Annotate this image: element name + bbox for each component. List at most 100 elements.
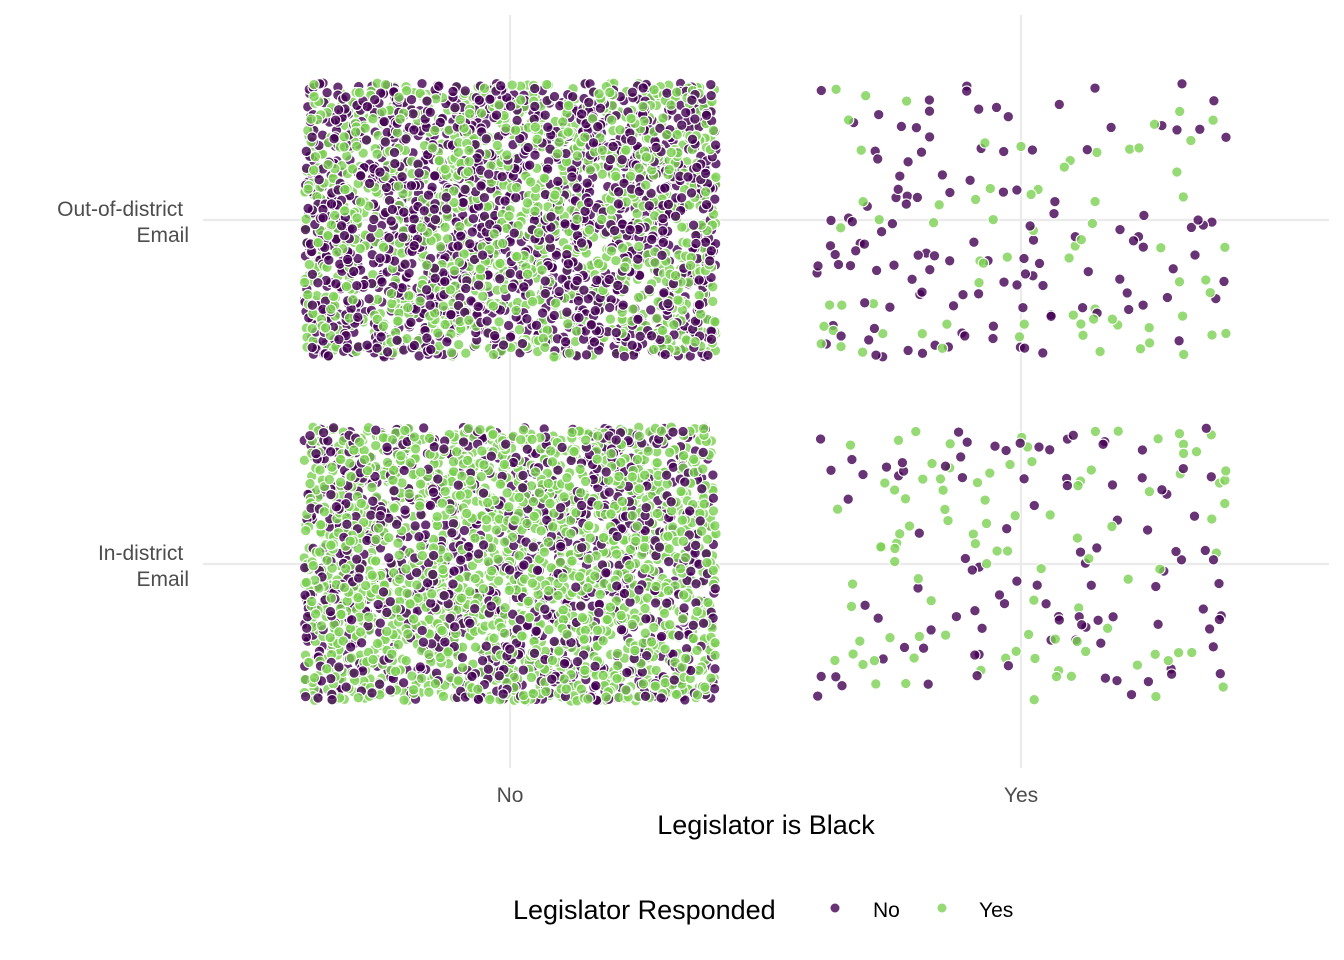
- point-responded-yes: [303, 258, 316, 271]
- point-responded-yes: [1018, 318, 1031, 330]
- point-responded-no: [354, 170, 367, 182]
- point-responded-no: [333, 333, 345, 346]
- point-responded-no: [693, 274, 705, 286]
- point-responded-no: [699, 167, 712, 180]
- point-responded-yes: [509, 124, 522, 136]
- point-responded-yes: [511, 250, 523, 263]
- point-responded-yes: [521, 268, 534, 280]
- point-responded-yes: [538, 172, 551, 184]
- point-responded-no: [422, 189, 435, 201]
- point-responded-no: [592, 120, 604, 133]
- point-responded-no: [455, 230, 467, 242]
- point-responded-yes: [434, 241, 447, 253]
- point-responded-no: [1019, 268, 1032, 280]
- point-responded-yes: [676, 221, 688, 233]
- point-responded-no: [405, 179, 418, 192]
- point-responded-yes: [557, 116, 569, 128]
- point-responded-yes: [549, 297, 562, 309]
- point-responded-yes: [1143, 321, 1155, 334]
- point-responded-no: [1105, 121, 1117, 134]
- point-responded-yes: [474, 263, 487, 275]
- point-responded-yes: [448, 264, 461, 277]
- point-responded-no: [459, 85, 472, 97]
- point-responded-no: [612, 198, 625, 210]
- point-responded-yes: [627, 303, 639, 315]
- point-responded-no: [400, 133, 412, 145]
- point-responded-no: [439, 275, 451, 288]
- point-responded-yes: [1001, 251, 1014, 263]
- point-responded-no: [475, 180, 487, 192]
- point-responded-yes: [367, 113, 379, 125]
- point-responded-no: [429, 213, 442, 226]
- point-responded-yes: [462, 165, 474, 178]
- point-responded-yes: [1220, 327, 1232, 340]
- point-responded-yes: [1087, 313, 1100, 325]
- point-responded-yes: [1077, 329, 1089, 342]
- point-responded-yes: [1086, 217, 1099, 230]
- point-responded-yes: [941, 318, 953, 330]
- point-responded-yes: [1173, 105, 1186, 118]
- point-responded-yes: [1106, 313, 1119, 325]
- point-responded-no: [545, 210, 557, 223]
- point-responded-no: [378, 115, 390, 128]
- point-responded-yes: [694, 308, 707, 320]
- point-responded-no: [1002, 110, 1015, 123]
- point-responded-no: [306, 299, 319, 311]
- point-responded-no: [529, 100, 541, 113]
- point-responded-yes: [933, 199, 945, 211]
- point-responded-yes: [377, 241, 390, 253]
- point-responded-yes: [385, 287, 398, 300]
- point-responded-yes: [371, 148, 383, 160]
- point-responded-no: [321, 86, 333, 99]
- point-responded-no: [478, 191, 491, 204]
- point-responded-yes: [475, 107, 488, 119]
- point-responded-no: [997, 145, 1010, 158]
- point-responded-no: [607, 140, 619, 153]
- point-responded-no: [693, 298, 706, 311]
- point-responded-no: [466, 226, 479, 238]
- point-responded-yes: [454, 113, 466, 126]
- point-responded-no: [497, 339, 510, 351]
- point-responded-yes: [672, 294, 684, 306]
- point-responded-no: [626, 339, 638, 352]
- point-responded-no: [571, 274, 583, 287]
- point-responded-no: [494, 80, 507, 92]
- point-responded-no: [332, 104, 345, 116]
- point-responded-yes: [1089, 195, 1101, 208]
- point-responded-no: [700, 198, 713, 211]
- point-responded-yes: [684, 259, 697, 272]
- point-responded-no: [943, 255, 956, 267]
- point-responded-no: [449, 101, 461, 114]
- point-responded-no: [408, 213, 420, 225]
- point-responded-yes: [633, 240, 645, 253]
- points-layer: [298, 77, 1232, 707]
- point-responded-no: [464, 238, 476, 250]
- point-responded-no: [580, 349, 593, 361]
- point-responded-no: [351, 279, 363, 292]
- point-responded-yes: [610, 170, 622, 183]
- point-responded-no: [440, 191, 452, 203]
- point-responded-yes: [663, 163, 675, 176]
- point-responded-no: [1048, 207, 1060, 220]
- point-responded-no: [998, 276, 1010, 288]
- point-responded-yes: [1133, 142, 1145, 154]
- point-responded-no: [374, 252, 386, 264]
- point-responded-no: [1018, 252, 1030, 265]
- point-responded-no: [588, 336, 601, 348]
- point-responded-yes: [400, 654, 412, 667]
- point-responded-no: [812, 260, 824, 272]
- point-responded-no: [363, 177, 376, 190]
- point-responded-yes: [707, 281, 719, 293]
- point-responded-yes: [331, 246, 343, 258]
- point-responded-no: [1171, 124, 1183, 136]
- point-responded-yes: [1173, 276, 1186, 288]
- point-responded-no: [504, 267, 516, 280]
- point-responded-yes: [657, 112, 669, 124]
- point-responded-no: [1161, 291, 1174, 304]
- point-responded-yes: [493, 316, 505, 328]
- point-responded-no: [928, 250, 941, 262]
- point-responded-no: [421, 95, 433, 107]
- point-responded-no: [915, 146, 928, 158]
- point-responded-no: [1194, 123, 1206, 136]
